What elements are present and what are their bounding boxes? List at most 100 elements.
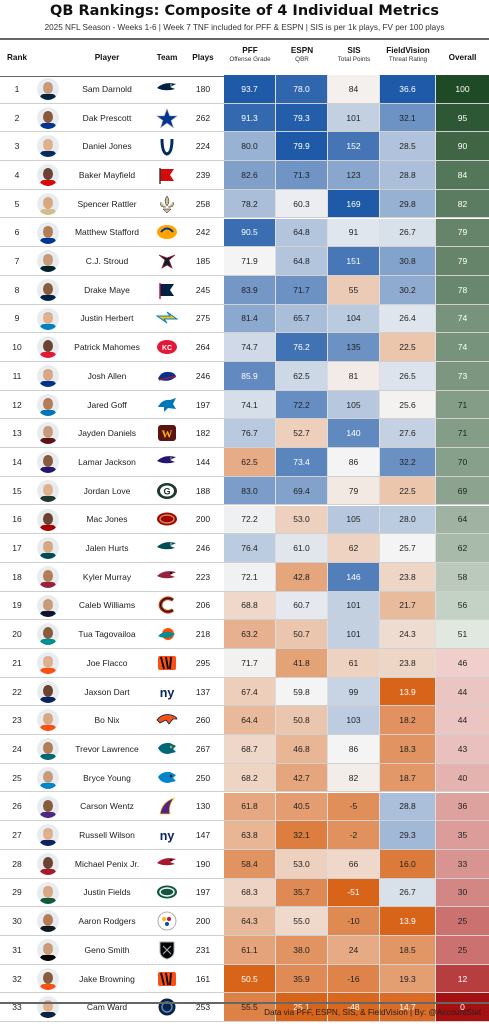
player-name: Baker Mayfield [78, 169, 136, 180]
header-overall: Overall [448, 53, 477, 62]
pff-value-cell: 85.9 [224, 362, 276, 390]
table-row: 14 Lamar Jackson 144 62.5 73.4 86 32.2 70 [0, 448, 489, 477]
pff-value-cell: 68.7 [224, 735, 276, 763]
player-headshot-icon [37, 623, 59, 646]
rank-cell: 30 [12, 916, 22, 927]
fv-value-cell: 30.8 [380, 247, 436, 275]
sis-value-cell: 105 [328, 505, 380, 534]
player-name: Josh Allen [87, 370, 127, 381]
plays-cell: 137 [195, 686, 211, 697]
pff-value-cell: 81.4 [224, 304, 276, 333]
player-name: Bo Nix [94, 715, 120, 726]
plays-cell: 223 [195, 571, 211, 582]
team-logo-icon [150, 620, 184, 648]
fv-value-cell: 18.2 [380, 706, 436, 735]
plays-cell: 182 [195, 428, 211, 439]
footer-divider [0, 1002, 489, 1004]
team-logo-icon [150, 190, 184, 218]
player-headshot-icon [37, 795, 59, 818]
rank-cell: 32 [12, 973, 22, 984]
espn-value-cell: 42.8 [276, 562, 328, 591]
espn-value-cell: 69.4 [276, 476, 328, 505]
plays-cell: 144 [195, 456, 211, 467]
fv-value-cell: 25.7 [380, 534, 436, 562]
table-row: 27 Russell Wilson ny 147 63.8 32.1 -2 29.3 35 [0, 821, 489, 850]
espn-value-cell: 41.8 [276, 649, 328, 677]
pff-value-cell: 67.4 [224, 677, 276, 706]
player-name: Jayden Daniels [77, 428, 137, 439]
footer-credit: Data via PFF, ESPN, SIS, & FieldVision |… [264, 1008, 481, 1017]
overall-score-cell: 36 [436, 792, 489, 821]
sis-value-cell: 151 [328, 247, 380, 275]
fv-value-cell: 18.7 [380, 763, 436, 792]
table-row: 15 Jordan Love G 188 83.0 69.4 79 22.5 69 [0, 476, 489, 506]
espn-value-cell: 71.7 [276, 275, 328, 304]
player-name: Drake Maye [84, 284, 130, 295]
plays-cell: 295 [195, 657, 211, 668]
rank-cell: 26 [12, 801, 22, 812]
pff-value-cell: 64.3 [224, 907, 276, 935]
table-row: 30 Aaron Rodgers 200 64.3 55.0 -10 13.9 25 [0, 907, 489, 936]
rank-cell: 6 [14, 227, 20, 238]
player-name: Joe Flacco [86, 657, 128, 668]
team-logo-icon [150, 706, 184, 734]
espn-value-cell: 46.8 [276, 735, 328, 763]
espn-value-cell: 59.8 [276, 677, 328, 706]
pff-value-cell: 76.4 [224, 534, 276, 562]
player-name: Michael Penix Jr. [74, 858, 140, 869]
plays-cell: 253 [195, 1002, 211, 1013]
espn-value-cell: 78.0 [276, 75, 328, 103]
player-headshot-icon [37, 451, 59, 474]
player-name: Sam Darnold [82, 83, 132, 94]
player-headshot-icon [37, 135, 59, 158]
overall-score-cell: 74 [436, 333, 489, 361]
pff-value-cell: 62.5 [224, 448, 276, 476]
team-logo-icon [150, 104, 184, 132]
sis-value-cell: 135 [328, 333, 380, 361]
table-row: 16 Mac Jones 200 72.2 53.0 105 28.0 64 [0, 505, 489, 535]
player-headshot-icon [37, 192, 59, 215]
plays-cell: 239 [195, 169, 211, 180]
pff-value-cell: 71.7 [224, 649, 276, 677]
fv-value-cell: 25.6 [380, 390, 436, 419]
sis-value-cell: 99 [328, 677, 380, 706]
plays-cell: 190 [195, 858, 211, 869]
player-headshot-icon [37, 307, 59, 330]
table-row: 8 Drake Maye 245 83.9 71.7 55 30.2 78 [0, 275, 489, 305]
overall-score-cell: 51 [436, 620, 489, 648]
overall-score-cell: 90 [436, 132, 489, 161]
team-logo-icon [150, 735, 184, 763]
overall-score-cell: 78 [436, 275, 489, 304]
player-headshot-icon [37, 939, 59, 961]
sis-value-cell: 101 [328, 591, 380, 620]
fv-value-cell: 26.7 [380, 878, 436, 907]
fv-value-cell: 29.8 [380, 189, 436, 218]
fv-value-cell: 26.4 [380, 304, 436, 333]
rank-cell: 15 [12, 485, 22, 496]
plays-cell: 206 [195, 600, 211, 611]
rank-cell: 28 [12, 858, 22, 869]
team-logo-icon [150, 448, 184, 476]
sis-value-cell: 24 [328, 936, 380, 964]
sis-value-cell: -16 [328, 964, 380, 993]
pff-value-cell: 64.4 [224, 706, 276, 735]
overall-score-cell: 33 [436, 849, 489, 878]
espn-value-cell: 35.7 [276, 878, 328, 907]
player-name: Kyler Murray [82, 571, 132, 582]
fv-value-cell: 23.8 [380, 649, 436, 677]
player-headshot-icon [37, 766, 59, 789]
player-headshot-icon [37, 652, 59, 674]
sis-value-cell: 103 [328, 706, 380, 735]
svg-text:G: G [163, 486, 170, 496]
team-logo-icon: KC [150, 333, 184, 361]
pff-value-cell: 63.2 [224, 620, 276, 648]
fv-value-cell: 28.5 [380, 132, 436, 161]
overall-score-cell: 73 [436, 362, 489, 390]
team-logo-icon [150, 649, 184, 677]
pff-value-cell: 61.1 [224, 936, 276, 964]
team-logo-icon: G [150, 477, 184, 505]
espn-value-cell: 38.0 [276, 936, 328, 964]
pff-value-cell: 55.5 [224, 993, 276, 1022]
plays-cell: 262 [195, 112, 211, 123]
overall-score-cell: 71 [436, 390, 489, 419]
